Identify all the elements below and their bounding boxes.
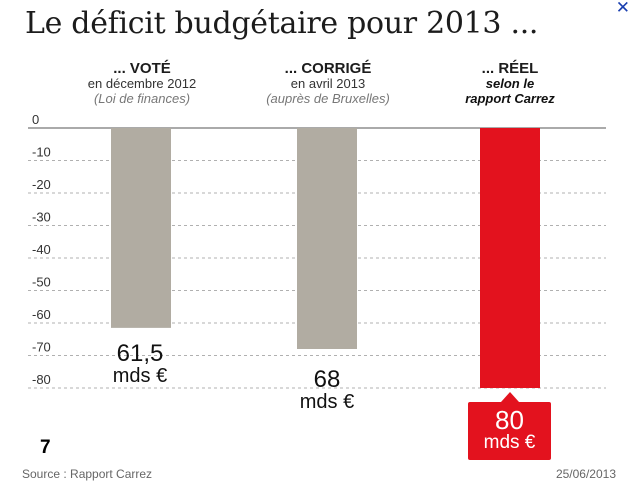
header-title: ... VOTÉ (113, 60, 171, 77)
column-header-vote: ... VOTÉ en décembre 2012 (Loi de financ… (42, 61, 242, 106)
header-note: selon le (485, 76, 535, 91)
value-number: 68 (313, 366, 341, 393)
header-title: ... CORRIGÉ (284, 60, 372, 77)
column-header-corrige: ... CORRIGÉ en avril 2013 (auprès de Bru… (228, 61, 428, 106)
value-label-corrige: 68 mds € (257, 366, 397, 414)
y-tick-label: 0 (32, 112, 39, 127)
y-tick-label: -20 (32, 177, 51, 192)
y-tick-label: -10 (32, 145, 51, 160)
bar-vote (111, 128, 171, 328)
column-header-reel: ... RÉEL selon le rapport Carrez (410, 61, 610, 106)
y-tick-label: -50 (32, 275, 51, 290)
value-unit: mds € (299, 391, 355, 413)
publication-date: 25/06/2013 (555, 467, 616, 481)
chart-title: Le déficit budgétaire pour 2013 ... (25, 6, 539, 41)
close-icon[interactable]: ✕ (615, 0, 630, 17)
bar-reel (480, 128, 540, 388)
y-tick-label: -60 (32, 307, 51, 322)
y-tick-label: -30 (32, 210, 51, 225)
value-number: 61,5 (116, 340, 164, 367)
header-date: en décembre 2012 (87, 76, 197, 91)
y-tick-label: -80 (32, 372, 51, 387)
y-tick-label: -40 (32, 242, 51, 257)
header-note: (auprès de Bruxelles) (266, 91, 390, 106)
header-note: rapport Carrez (465, 91, 555, 106)
value-unit: mds € (483, 432, 536, 453)
source-note: Source : Rapport Carrez (22, 467, 153, 481)
header-date: en avril 2013 (290, 76, 366, 91)
header-title: ... RÉEL (481, 60, 539, 77)
bar-corrige (297, 128, 357, 349)
header-note: (Loi de finances) (93, 91, 191, 106)
value-number: 80 (495, 405, 524, 435)
value-unit: mds € (112, 365, 168, 387)
page-number: 7 (40, 437, 51, 458)
y-tick-label: -70 (32, 340, 51, 355)
value-callout-reel: 80 mds € (468, 392, 551, 460)
value-label-vote: 61,5 mds € (70, 340, 210, 388)
